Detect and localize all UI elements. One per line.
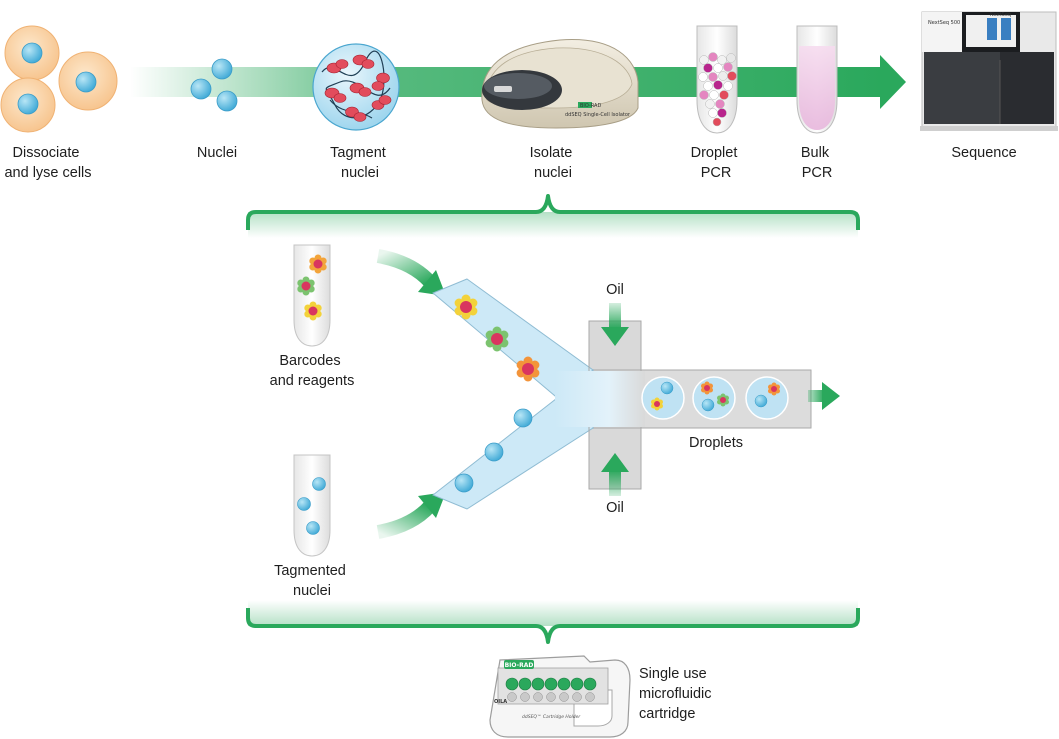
tagment-nucleus-illustration [312,43,400,131]
channel-barcode-beads [454,294,540,382]
label-tagmented: Tagmented nuclei [274,563,350,599]
nuclei-illustration [190,58,238,112]
cartridge-logo: BIO-RAD [505,662,534,669]
label-sequence: Sequence [951,145,1016,161]
top-brace [246,194,860,238]
sequencer-instrument: NextSeq 500 NextSeq [920,11,1058,131]
bottom-brace [246,600,860,644]
sequencer-model-text: NextSeq 500 [928,20,960,26]
oil-arrow-top [601,303,629,346]
droplets [641,376,789,420]
label-oil-bottom: Oil [606,500,624,516]
cells-illustration [0,25,118,133]
label-barcodes: Barcodes and reagents [270,353,355,389]
label-tagment: Tagment nuclei [330,145,390,181]
device-model-text: ddSEQ Single-Cell Isolator [565,112,631,118]
bulk-pcr-tube [796,25,838,134]
label-cartridge: Single use microfluidic cartridge [639,666,716,722]
sequencer-screen-text: NextSeq [990,12,1011,18]
label-bulk-pcr: Bulk PCR [801,145,833,181]
barcode-bead [297,254,327,321]
device-logo: BIO-RAD [580,103,601,109]
cartridge-holder-text: ddSEQ™ Cartridge Holder [522,714,581,720]
tagmented-nuclei-tube [293,454,331,557]
label-droplets: Droplets [689,435,743,451]
cartridge-side-text: OILA [494,699,507,705]
droplet-pcr-tube [696,25,738,134]
oil-arrow-bottom [601,453,629,496]
barcodes-tube [293,244,331,347]
label-oil-top: Oil [606,282,624,298]
label-droplet-pcr: Droplet PCR [691,145,742,181]
channel-nuclei [454,408,533,493]
label-isolate: Isolate nuclei [530,145,577,181]
label-nuclei: Nuclei [197,145,237,161]
inlet-arrow-bottom [376,492,446,539]
output-arrow [808,382,840,410]
microfluidic-cartridge: BIO-RAD OILA ddSEQ™ Cartridge Holder [489,655,631,738]
inlet-arrow-top [376,249,446,296]
label-dissociate: Dissociate and lyse cells [4,145,91,181]
isolator-device: BIO-RAD ddSEQ Single-Cell Isolator [481,39,639,129]
